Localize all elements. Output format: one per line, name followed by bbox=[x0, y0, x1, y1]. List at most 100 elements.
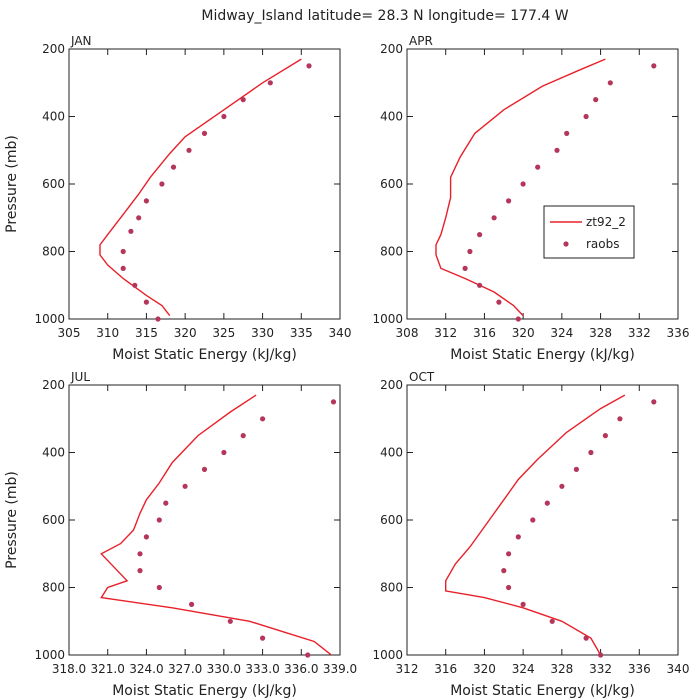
raob-point bbox=[260, 635, 266, 641]
y-tick-label: 200 bbox=[380, 378, 403, 392]
raob-point bbox=[607, 80, 613, 86]
y-tick-label: 800 bbox=[380, 581, 403, 595]
raob-point bbox=[602, 433, 609, 439]
raob-point bbox=[564, 130, 570, 136]
y-tick-label: 1000 bbox=[372, 648, 403, 662]
y-tick-label: 600 bbox=[380, 177, 403, 191]
raob-point bbox=[462, 265, 468, 271]
x-tick-label: 318.0 bbox=[52, 662, 86, 676]
y-axis-label: Pressure (mb) bbox=[4, 135, 20, 233]
raob-point bbox=[544, 500, 550, 506]
raob-point bbox=[651, 63, 657, 69]
plot-frame bbox=[406, 48, 679, 320]
x-tick-label: 321.0 bbox=[91, 662, 125, 676]
series-line-zt92_2 bbox=[435, 58, 606, 317]
y-axis-label: Pressure (mb) bbox=[4, 471, 20, 569]
raob-point bbox=[163, 500, 169, 506]
y-tick-label: 200 bbox=[42, 378, 65, 392]
y-tick-label: 1000 bbox=[34, 648, 65, 662]
raob-point bbox=[506, 584, 512, 591]
y-tick-label: 400 bbox=[42, 110, 65, 124]
raob-point bbox=[221, 113, 227, 120]
x-tick-label: 339.0 bbox=[323, 662, 357, 676]
series-line-zt92_2 bbox=[445, 394, 626, 655]
x-tick-label: 332 bbox=[628, 326, 651, 340]
raob-point bbox=[201, 466, 208, 472]
raob-point bbox=[554, 147, 560, 153]
y-tick-label: 1000 bbox=[372, 312, 403, 326]
raob-point bbox=[170, 164, 177, 170]
x-tick-label: 316 bbox=[473, 326, 496, 340]
raob-point bbox=[136, 215, 142, 221]
panel-jan: 305 310 315 320 325 330 335 340 200 400 600 800 1000… bbox=[4, 34, 351, 363]
chart-title: Midway_Island latitude= 28.3 N longitude… bbox=[201, 8, 568, 24]
x-tick-label: 336.0 bbox=[284, 662, 318, 676]
x-tick-label: 340 bbox=[329, 326, 352, 340]
raob-point bbox=[588, 449, 594, 456]
panel-apr: 308 312 316 320 324 328 332 336 200 400 600 800 1000… bbox=[372, 34, 689, 363]
x-axis-label: Moist Static Energy (kJ/kg) bbox=[112, 347, 297, 363]
x-tick-label: 328 bbox=[589, 326, 612, 340]
panel-title: OCT bbox=[409, 370, 435, 384]
raob-point bbox=[240, 433, 246, 439]
y-tick-label: 400 bbox=[42, 446, 65, 460]
series-line-zt92_2 bbox=[99, 58, 302, 317]
raob-point bbox=[306, 63, 312, 69]
raob-point bbox=[186, 147, 192, 153]
y-tick-label: 200 bbox=[42, 42, 65, 56]
raob-point bbox=[583, 113, 589, 120]
x-tick-label: 324 bbox=[550, 326, 573, 340]
x-tick-label: 312 bbox=[434, 326, 457, 340]
series-line-zt92_2 bbox=[100, 394, 333, 655]
raob-point bbox=[189, 601, 195, 608]
legend-label-raobs: raobs bbox=[586, 237, 620, 251]
x-tick-label: 332 bbox=[589, 662, 612, 676]
raob-point bbox=[137, 568, 143, 574]
raob-point bbox=[491, 215, 497, 221]
raob-point bbox=[559, 483, 565, 489]
raob-point bbox=[128, 228, 134, 234]
x-tick-label: 310 bbox=[96, 326, 119, 340]
raob-point bbox=[143, 534, 149, 540]
raob-point bbox=[221, 449, 227, 456]
raob-point bbox=[227, 618, 233, 624]
x-tick-label: 336 bbox=[628, 662, 651, 676]
x-tick-label: 328 bbox=[550, 662, 573, 676]
raob-point bbox=[651, 399, 657, 405]
x-tick-label: 325 bbox=[212, 326, 235, 340]
x-tick-label: 340 bbox=[667, 662, 690, 676]
raob-point bbox=[573, 466, 580, 472]
panel-title: APR bbox=[409, 34, 433, 48]
x-tick-label: 335 bbox=[290, 326, 313, 340]
y-tick-label: 800 bbox=[42, 245, 65, 259]
x-tick-label: 312 bbox=[396, 662, 419, 676]
raob-point bbox=[305, 652, 311, 658]
y-tick-label: 600 bbox=[42, 177, 65, 191]
raob-point bbox=[137, 551, 143, 557]
raob-point bbox=[159, 181, 165, 187]
x-tick-label: 333.0 bbox=[245, 662, 279, 676]
y-tick-label: 400 bbox=[380, 110, 403, 124]
raob-point bbox=[201, 130, 208, 136]
raob-point bbox=[267, 80, 273, 86]
raob-point bbox=[617, 416, 623, 422]
raob-point bbox=[477, 232, 483, 238]
panel-jul: 318.0 321.0 324.0 327.0 330.0 333.0 336.0 339.0… bbox=[4, 370, 357, 699]
raob-point bbox=[120, 248, 126, 255]
x-axis-label: Moist Static Energy (kJ/kg) bbox=[112, 683, 297, 699]
y-tick-label: 400 bbox=[380, 446, 403, 460]
raob-point bbox=[330, 399, 337, 405]
raob-point bbox=[120, 265, 126, 271]
raob-point bbox=[515, 316, 521, 322]
y-tick-label: 600 bbox=[42, 513, 65, 527]
y-tick-label: 800 bbox=[42, 581, 65, 595]
raob-point bbox=[156, 584, 162, 591]
panel-title: JUL bbox=[70, 370, 90, 384]
raob-point bbox=[467, 248, 473, 255]
raob-point bbox=[143, 198, 149, 204]
x-axis-label: Moist Static Energy (kJ/kg) bbox=[450, 683, 635, 699]
raob-point bbox=[598, 652, 604, 658]
x-tick-label: 320 bbox=[512, 326, 535, 340]
x-tick-label: 324 bbox=[512, 662, 535, 676]
y-tick-label: 800 bbox=[380, 245, 403, 259]
